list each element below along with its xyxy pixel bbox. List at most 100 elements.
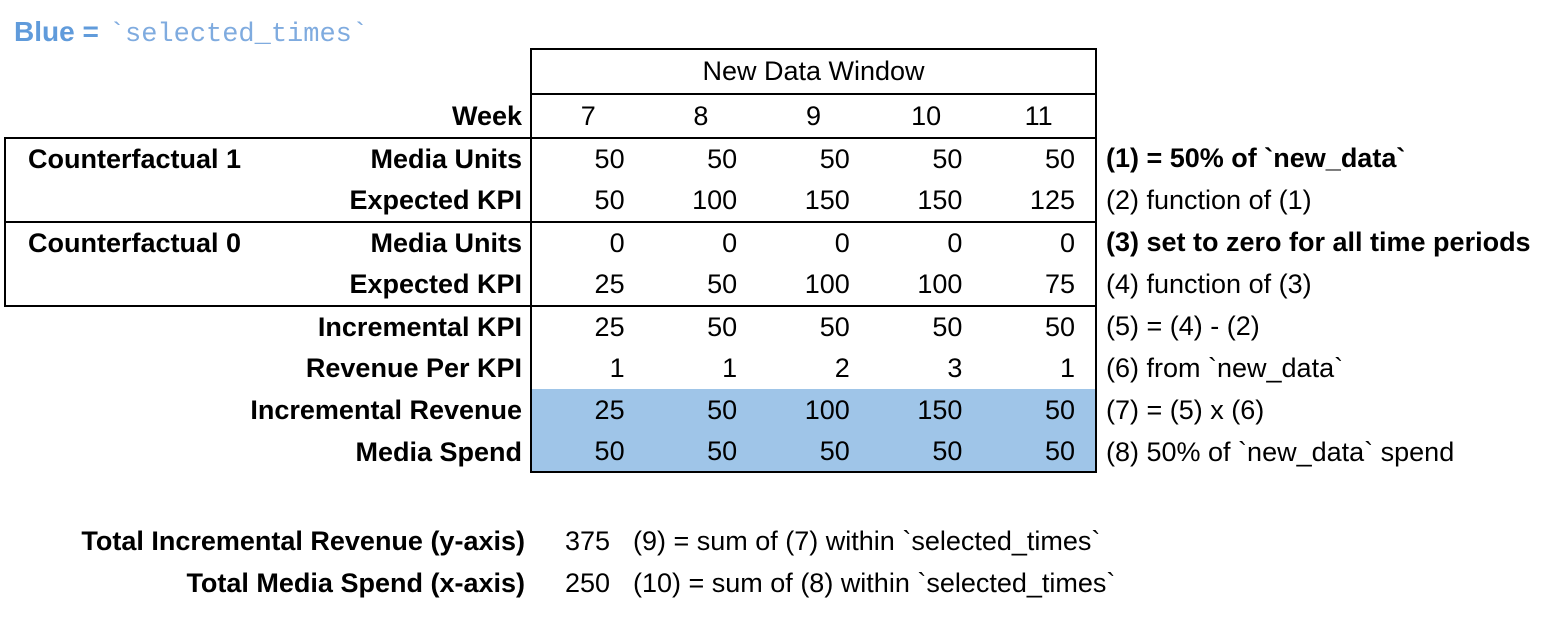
table-row-media-spend: Media Spend 50 50 50 50 50 (8) 50% of `n…	[0, 431, 1544, 473]
value-cell: 50	[1044, 435, 1075, 466]
new-data-window-header: New Data Window	[530, 48, 1097, 95]
value-cell: 50	[819, 143, 850, 174]
value-cell: 0	[1059, 227, 1075, 258]
value-cell: 0	[722, 227, 738, 258]
value-cell: 0	[834, 227, 850, 258]
header-spacer	[4, 48, 530, 95]
row-annotation: (8) 50% of `new_data` spend	[1106, 436, 1455, 467]
value-cell: 50	[1044, 311, 1075, 342]
table-header-row: New Data Window	[0, 48, 1544, 95]
row-label: Media Units	[370, 227, 522, 258]
counterfactual-table: New Data Window Week 7 8 9 10 11 Counter…	[0, 48, 1544, 473]
row-annotation: (4) function of (3)	[1106, 268, 1312, 299]
value-cell: 50	[707, 435, 738, 466]
week-label: Week	[451, 100, 522, 131]
value-cell: 1	[722, 352, 738, 383]
week-numbers: 7 8 9 10 11	[530, 95, 1097, 137]
total-media-spend-row: Total Media Spend (x-axis) 250 (10) = su…	[0, 562, 1544, 604]
value-cell: 1	[1059, 352, 1075, 383]
value-cell: 50	[932, 143, 963, 174]
row-label: Media Units	[370, 143, 522, 174]
value-cell: 50	[594, 435, 625, 466]
week-cell: 10	[911, 100, 942, 131]
row-values: 25 50 50 50 50	[530, 305, 1097, 347]
value-cell: 2	[834, 352, 850, 383]
row-values: 50 50 50 50 50	[530, 137, 1097, 179]
value-cell: 50	[594, 143, 625, 174]
value-cell: 50	[707, 394, 738, 425]
week-row: Week 7 8 9 10 11	[0, 95, 1544, 137]
value-cell: 100	[692, 184, 738, 215]
row-label-cell: Counterfactual 1 Media Units	[4, 137, 530, 179]
value-cell: 50	[1044, 394, 1075, 425]
row-values: 50 100 150 150 125	[530, 179, 1097, 221]
value-cell: 25	[594, 268, 625, 299]
total-label: Total Incremental Revenue (y-axis)	[81, 525, 525, 556]
row-annotation: (6) from `new_data`	[1106, 352, 1344, 383]
value-cell: 50	[932, 311, 963, 342]
row-label-cell: Expected KPI	[4, 263, 530, 305]
value-cell: 150	[917, 184, 963, 215]
week-cell: 8	[693, 100, 709, 131]
value-cell: 25	[594, 394, 625, 425]
row-label-cell: Revenue Per KPI	[4, 347, 530, 389]
row-label: Expected KPI	[349, 184, 522, 215]
row-annotation: (5) = (4) - (2)	[1106, 310, 1260, 341]
value-cell: 125	[1029, 184, 1075, 215]
value-cell: 100	[917, 268, 963, 299]
week-note-spacer	[1097, 95, 1544, 137]
row-annotation: (1) = 50% of `new_data`	[1106, 142, 1406, 173]
row-label-cell: Counterfactual 0 Media Units	[4, 221, 530, 263]
value-cell: 100	[804, 268, 850, 299]
row-label-cell: Incremental KPI	[4, 305, 530, 347]
group-label: Counterfactual 1	[28, 143, 242, 174]
week-cell: 7	[580, 100, 596, 131]
row-values: 1 1 2 3 1	[530, 347, 1097, 389]
row-label-cell: Expected KPI	[4, 179, 530, 221]
value-cell: 1	[609, 352, 625, 383]
value-cell: 75	[1044, 268, 1075, 299]
table-row-expected-kpi-cf1: Expected KPI 50 100 150 150 125 (2) func…	[0, 179, 1544, 221]
table-row-expected-kpi-cf0: Expected KPI 25 50 100 100 75 (4) functi…	[0, 263, 1544, 305]
value-cell: 0	[609, 227, 625, 258]
value-cell: 50	[932, 435, 963, 466]
legend-code-text: `selected_times`	[108, 20, 369, 50]
value-cell: 50	[1044, 143, 1075, 174]
week-cell: 11	[1024, 100, 1053, 131]
value-cell: 150	[917, 394, 963, 425]
value-cell: 150	[804, 184, 850, 215]
row-annotation: (7) = (5) x (6)	[1106, 394, 1265, 425]
value-cell: 3	[947, 352, 963, 383]
header-note-spacer	[1097, 48, 1544, 95]
totals-section: Total Incremental Revenue (y-axis) 375 (…	[0, 520, 1544, 604]
value-cell: 25	[594, 311, 625, 342]
value-cell: 0	[947, 227, 963, 258]
value-cell: 50	[594, 184, 625, 215]
group-label: Counterfactual 0	[28, 227, 242, 258]
row-annotation: (3) set to zero for all time periods	[1106, 226, 1531, 257]
row-values-highlighted: 25 50 100 150 50	[530, 389, 1097, 431]
value-cell: 50	[819, 311, 850, 342]
legend-word: Blue =	[14, 16, 99, 47]
row-label-cell: Media Spend	[4, 431, 530, 473]
row-label: Media Spend	[355, 436, 522, 467]
total-value: 375	[565, 525, 611, 556]
table-row-incremental-revenue: Incremental Revenue 25 50 100 150 50 (7)…	[0, 389, 1544, 431]
total-incremental-revenue-row: Total Incremental Revenue (y-axis) 375 (…	[0, 520, 1544, 562]
row-annotation: (2) function of (1)	[1106, 184, 1312, 215]
row-label: Incremental Revenue	[250, 394, 522, 425]
row-label: Incremental KPI	[317, 311, 522, 342]
table-row-media-units-cf0: Counterfactual 0 Media Units 0 0 0 0 0 (…	[0, 221, 1544, 263]
total-annotation: (9) = sum of (7) within `selected_times`	[633, 525, 1101, 556]
value-cell: 50	[707, 311, 738, 342]
new-data-window-label: New Data Window	[702, 56, 925, 86]
table-row-revenue-per-kpi: Revenue Per KPI 1 1 2 3 1 (6) from `new_…	[0, 347, 1544, 389]
table-row-media-units-cf1: Counterfactual 1 Media Units 50 50 50 50…	[0, 137, 1544, 179]
value-cell: 50	[707, 143, 738, 174]
table-row-incremental-kpi: Incremental KPI 25 50 50 50 50 (5) = (4)…	[0, 305, 1544, 347]
row-values-highlighted: 50 50 50 50 50	[530, 431, 1097, 473]
total-annotation: (10) = sum of (8) within `selected_times…	[633, 567, 1116, 598]
row-label: Revenue Per KPI	[305, 352, 522, 383]
value-cell: 100	[804, 394, 850, 425]
row-label: Expected KPI	[349, 268, 522, 299]
